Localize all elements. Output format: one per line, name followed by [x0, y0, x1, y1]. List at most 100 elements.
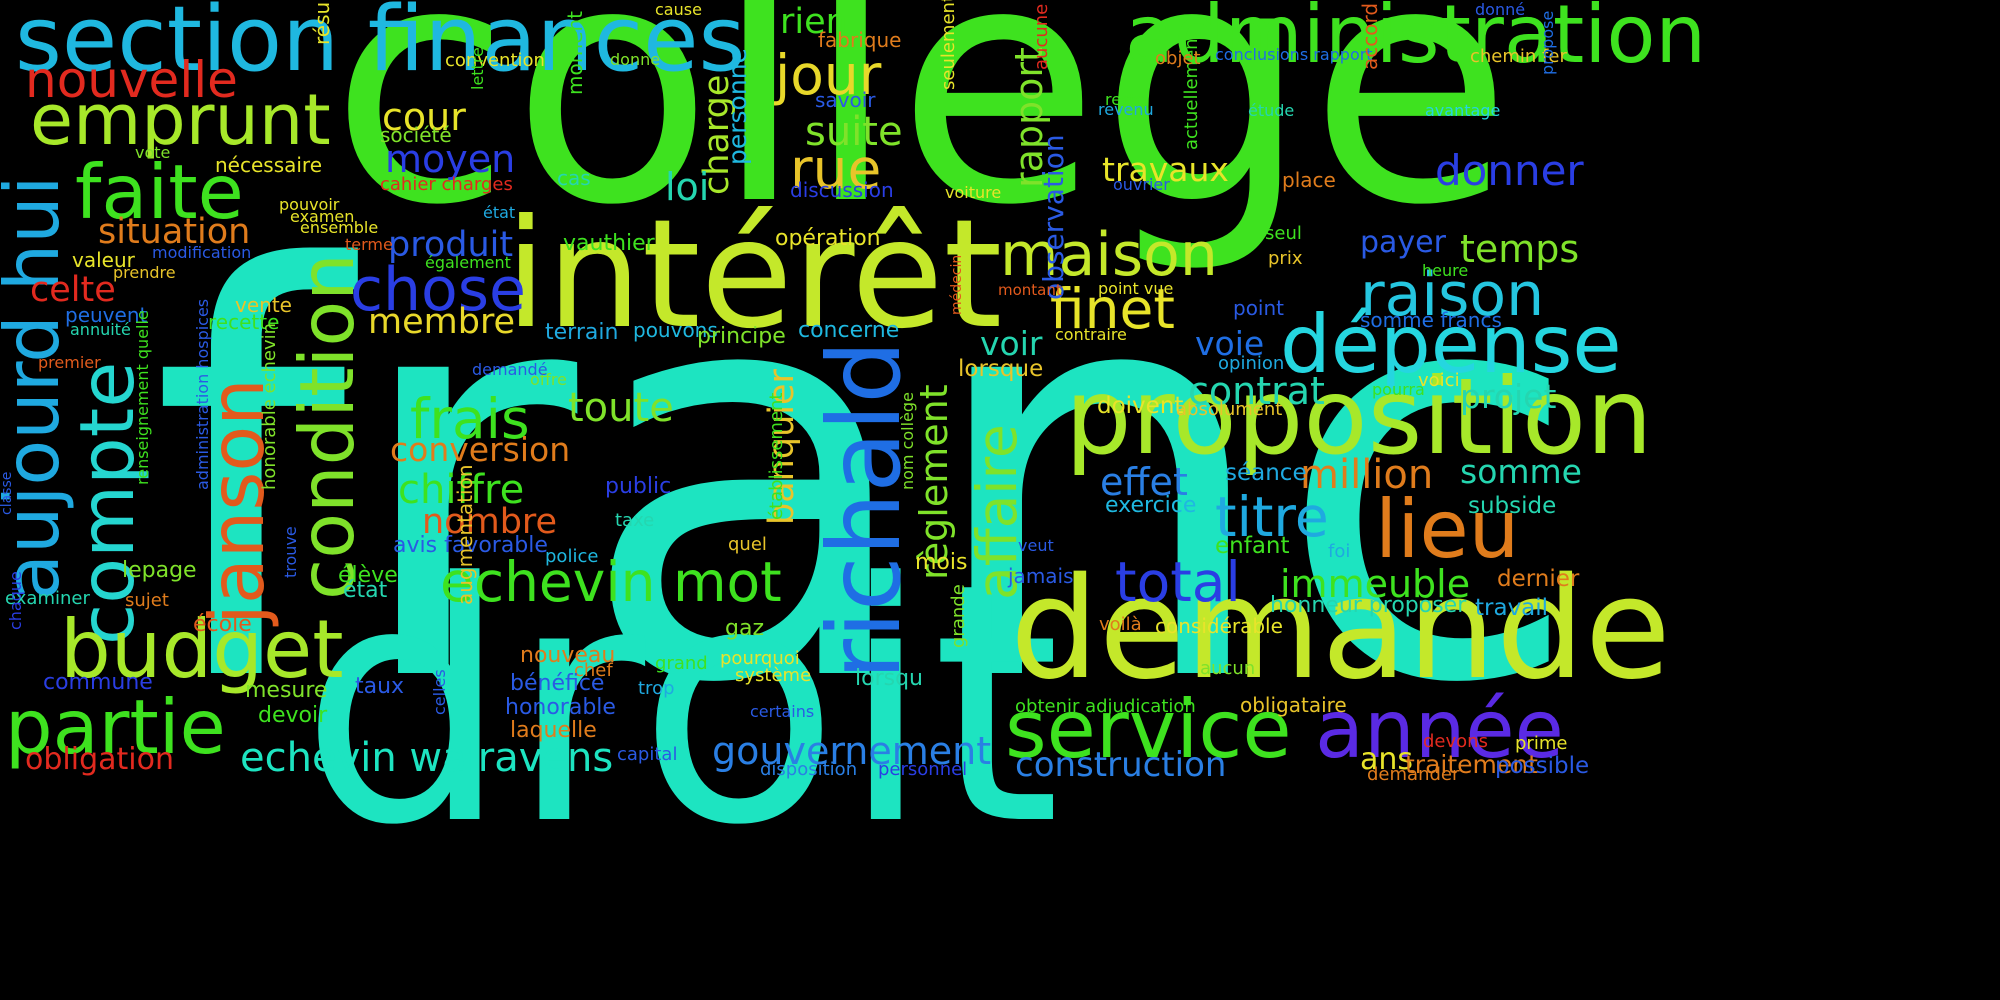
word-cloud-word: terrain: [545, 320, 619, 345]
word-cloud-word: grand: [655, 653, 708, 674]
word-cloud-word: mesure: [245, 678, 328, 703]
word-cloud-word: dépense: [1280, 298, 1622, 391]
word-cloud-word: état: [483, 203, 516, 222]
word-cloud-word: temps: [1460, 227, 1580, 271]
word-cloud-word: aucun: [1200, 658, 1256, 679]
word-cloud-word: somme francs: [1360, 308, 1502, 332]
word-cloud-word: élève: [338, 563, 398, 588]
word-cloud-word: classe: [0, 471, 15, 515]
word-cloud-word: personnel: [878, 759, 968, 780]
word-cloud-word: seul: [1265, 223, 1302, 244]
word-cloud-word: année: [1315, 683, 1564, 776]
word-cloud-word: conversion: [390, 430, 571, 469]
word-cloud-word: partie: [5, 683, 226, 771]
word-cloud-word: budget: [60, 603, 344, 696]
word-cloud-word: aujourd hui: [0, 175, 76, 600]
word-cloud-word: seulement: [938, 0, 959, 90]
word-cloud-word: ans: [1360, 742, 1414, 777]
word-cloud-word: principe: [697, 324, 786, 349]
word-cloud-word: pourra: [1372, 380, 1425, 399]
word-cloud-word: nombre: [422, 502, 558, 542]
word-cloud-word: pouvons: [633, 318, 718, 342]
word-cloud-word: trop: [638, 678, 675, 699]
word-cloud-word: travail: [1475, 595, 1549, 621]
word-cloud-word: obtenir adjudication: [1015, 696, 1196, 717]
word-cloud-word: chaque: [6, 571, 25, 630]
word-cloud-word: section finances: [15, 0, 746, 92]
word-cloud-word: devons: [1423, 731, 1488, 752]
word-cloud-word: vauthier: [563, 231, 655, 256]
word-cloud-word: demander: [1367, 764, 1460, 785]
word-cloud-word: cour: [382, 95, 466, 139]
word-cloud-word: echevin mot: [440, 550, 782, 614]
word-cloud-word: proposition: [1065, 356, 1653, 478]
word-cloud-word: système: [735, 665, 812, 686]
word-cloud-word: avantage: [1425, 101, 1501, 120]
word-cloud-word: possible: [1495, 753, 1590, 779]
word-cloud-word: considérable: [1155, 614, 1283, 638]
word-cloud-word: franc: [150, 154, 1584, 806]
word-cloud-word: peuvent: [65, 303, 148, 327]
word-cloud-word: capital: [617, 744, 678, 765]
word-cloud-word: jour: [775, 43, 882, 107]
word-cloud-word: obligation: [25, 742, 174, 777]
word-cloud-word: subside: [1468, 493, 1557, 519]
word-cloud-word: donner: [1435, 146, 1584, 195]
word-cloud-word: reste: [1105, 90, 1146, 109]
word-cloud-word: médecin: [949, 254, 965, 315]
word-cloud-word: opération: [775, 226, 881, 251]
word-cloud-word: payer: [1360, 225, 1446, 260]
word-cloud-word: obligataire: [1240, 693, 1347, 717]
word-cloud-word: chiffre: [398, 467, 525, 513]
word-cloud-word: faite: [75, 148, 244, 236]
word-cloud-word: exercice: [1105, 493, 1197, 518]
word-cloud-word: lieu: [1375, 483, 1520, 576]
word-cloud-word: augmentation: [453, 464, 477, 606]
word-cloud-word: savoir: [815, 88, 876, 112]
word-cloud-word: dernier: [1497, 566, 1580, 592]
word-cloud-word: maison: [1000, 220, 1218, 290]
word-cloud-word: cause: [655, 0, 702, 19]
word-cloud-word: ouvrier: [1113, 175, 1170, 194]
word-cloud-word: vente: [235, 293, 292, 317]
word-cloud-word: situation: [98, 212, 251, 252]
word-cloud-word: chose: [350, 255, 526, 325]
word-cloud-word: concerne: [798, 318, 900, 343]
word-cloud-word: lepage: [122, 558, 197, 583]
word-cloud-word: demandé: [472, 360, 548, 379]
word-cloud-word: étude: [1248, 101, 1295, 120]
word-cloud-word: veut: [1018, 536, 1054, 555]
word-cloud-word: moyen: [385, 137, 516, 181]
word-cloud-word: contrat: [1188, 369, 1325, 413]
word-cloud-word: titre: [1215, 485, 1329, 549]
word-cloud-word: suite: [805, 109, 903, 155]
word-cloud-word: donne: [610, 50, 661, 69]
word-cloud-word: résultat: [310, 0, 334, 45]
word-cloud-word: propose: [1538, 10, 1557, 75]
word-cloud-word: revenu: [1098, 100, 1154, 119]
word-cloud-word: rien: [780, 2, 848, 42]
word-cloud-word: collège: [330, 0, 1513, 277]
word-cloud-word: mois: [915, 550, 968, 575]
word-cloud-word: voici: [1418, 370, 1460, 391]
word-cloud-word: point: [1233, 296, 1285, 320]
word-cloud-word: enfant: [1215, 533, 1290, 559]
word-cloud-word: demande: [1010, 548, 1671, 711]
word-cloud-word: renseignement quelle: [133, 310, 152, 485]
word-cloud-word: prime: [1515, 733, 1568, 754]
word-cloud-word: aucune: [1031, 3, 1052, 70]
word-cloud-word: service: [1005, 683, 1292, 776]
word-cloud-word: loi: [665, 165, 710, 209]
word-cloud-word: montant: [998, 281, 1062, 299]
word-cloud-word: place: [1282, 168, 1336, 192]
word-cloud-word: annuité: [70, 320, 131, 339]
word-cloud-word: convention: [445, 50, 545, 71]
word-cloud-word: observation: [1037, 134, 1070, 300]
word-cloud-word: objet: [1155, 48, 1201, 69]
word-cloud-word: certains: [750, 702, 815, 721]
word-cloud-word: administration: [1125, 0, 1707, 81]
word-cloud-word: donné: [1475, 0, 1526, 19]
word-cloud-word: société: [380, 123, 452, 147]
word-cloud-word: voie: [1195, 324, 1265, 363]
